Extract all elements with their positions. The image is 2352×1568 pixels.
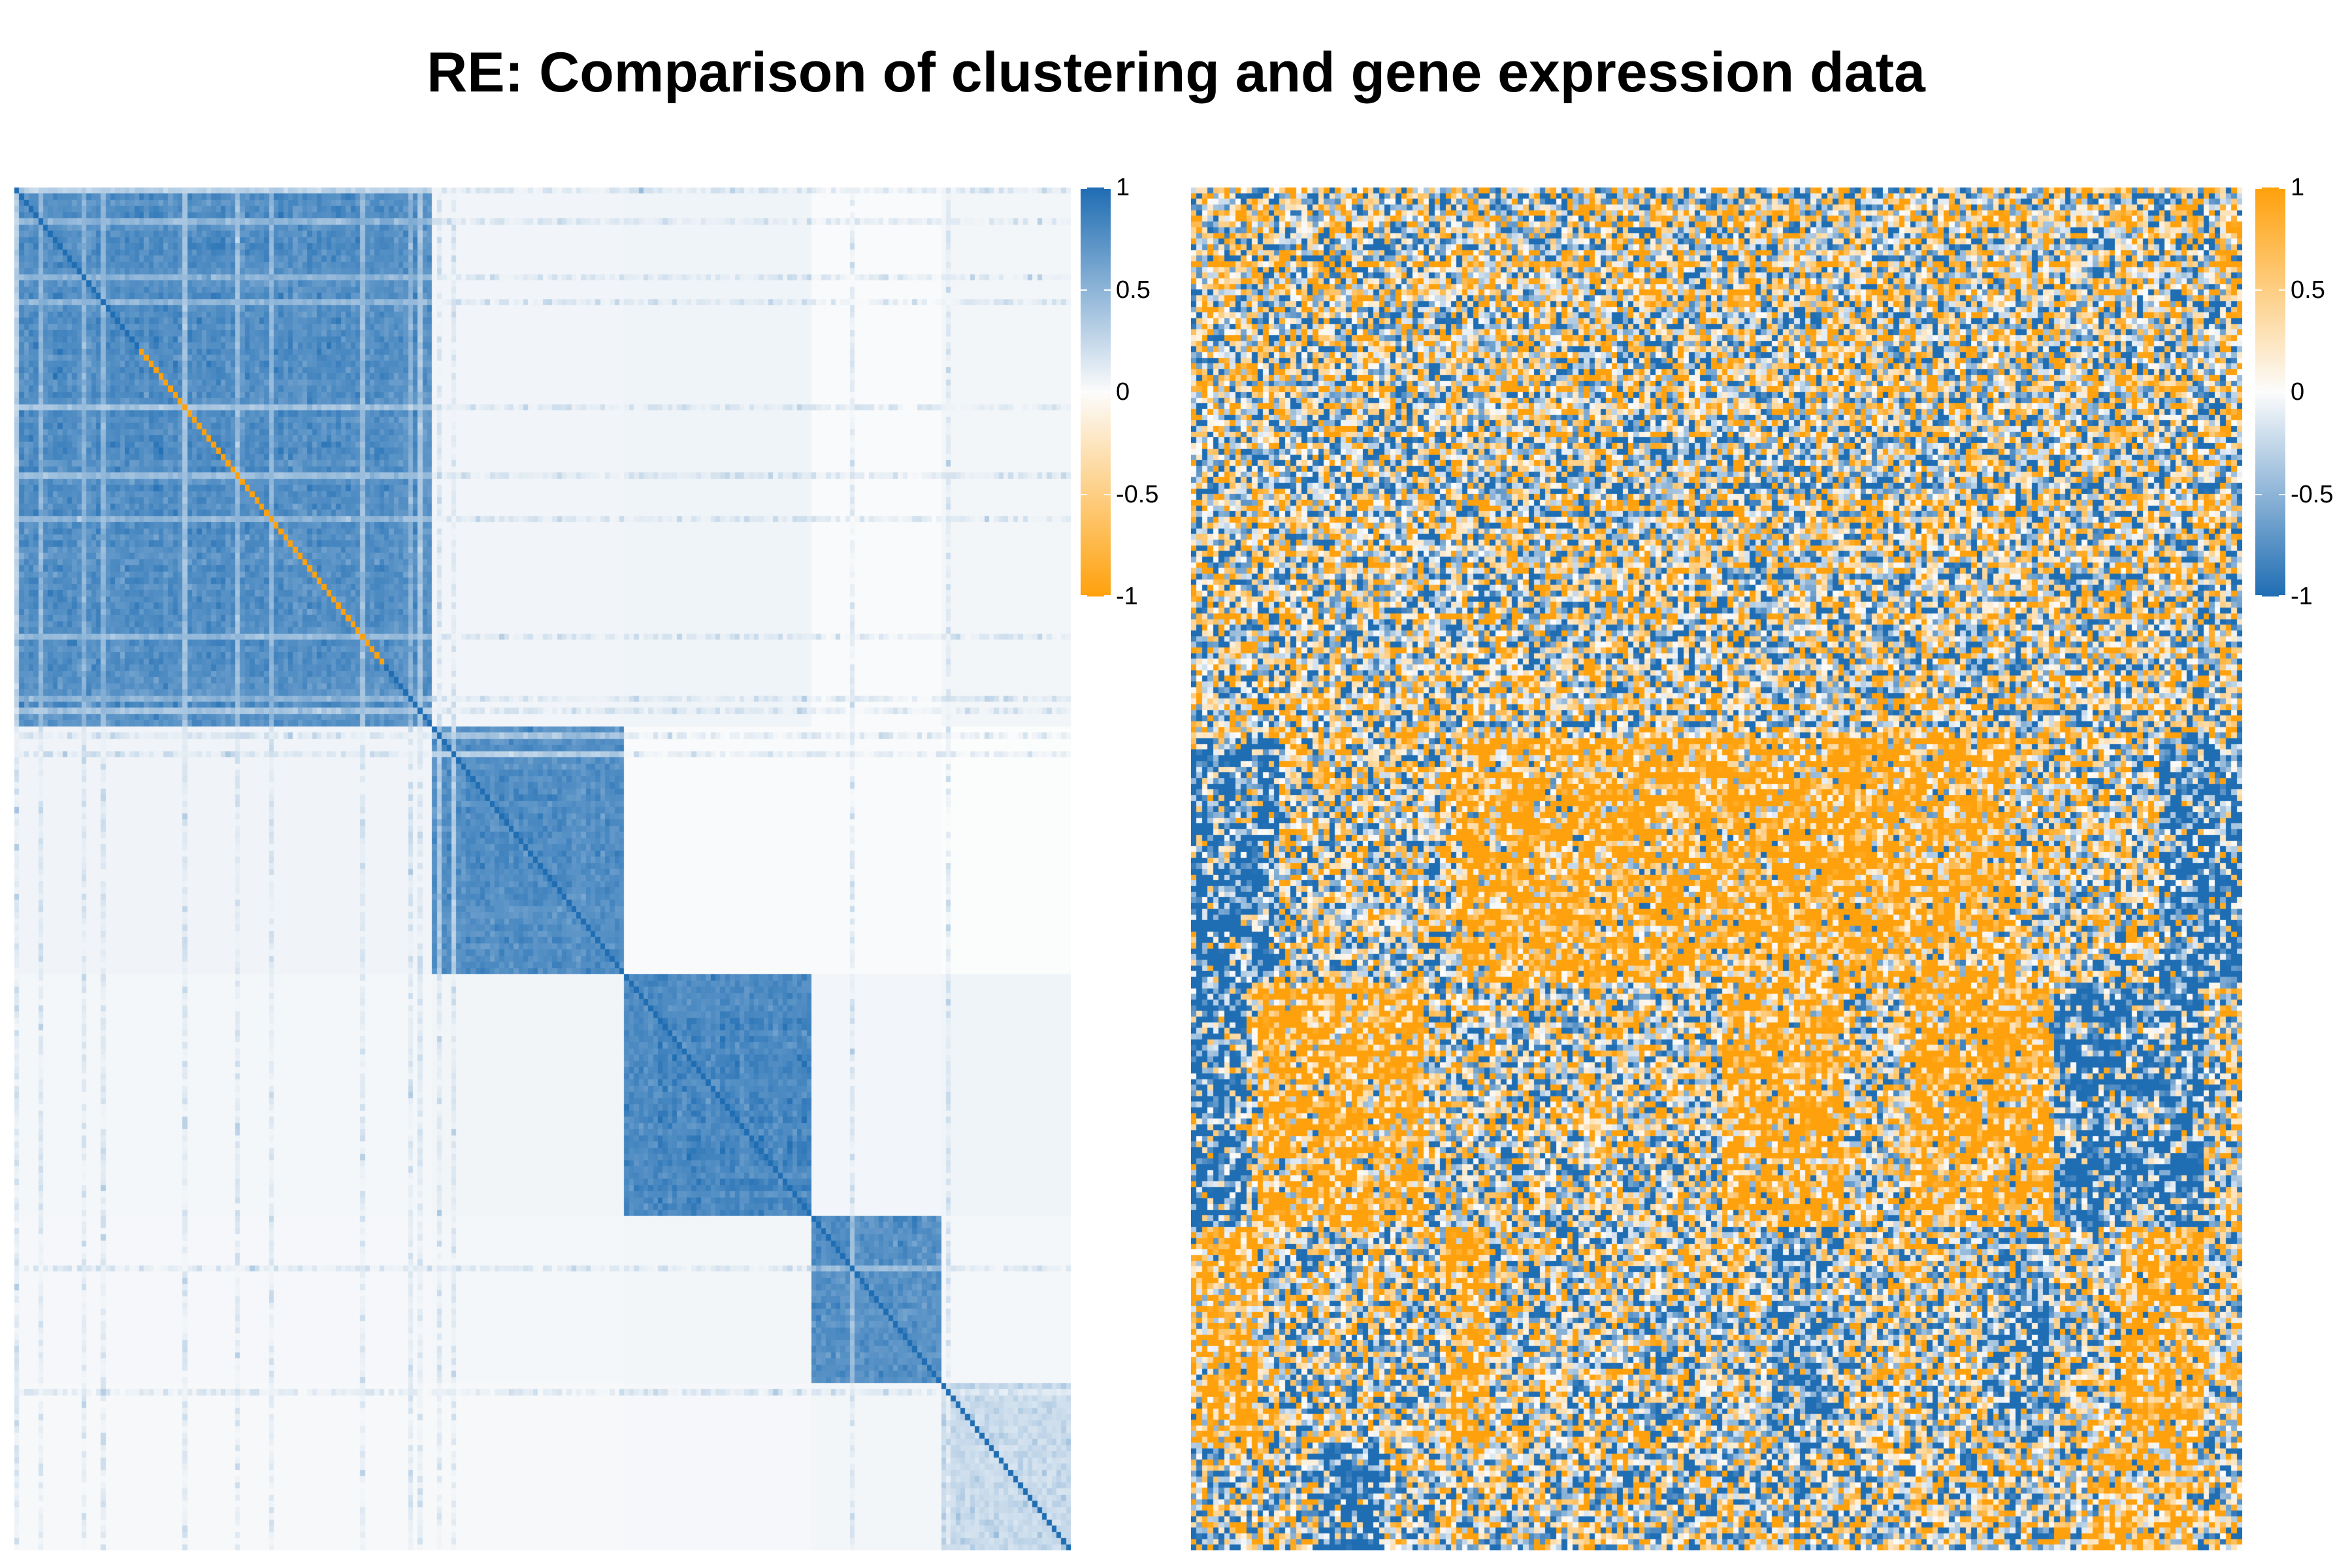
left-colorbar-tick-mark	[1104, 595, 1111, 596]
chart-title: RE: Comparison of clustering and gene ex…	[427, 41, 1925, 104]
right-colorbar-tick-mark	[2279, 289, 2285, 291]
left-colorbar-tick-label: 1	[1116, 174, 1130, 201]
left-colorbar-tick-mark	[1081, 391, 1087, 393]
right-colorbar-tick-label: -0.5	[2291, 480, 2334, 508]
right-colorbar-tick-label: 0	[2291, 378, 2305, 406]
left-colorbar-tick-label: -0.5	[1116, 480, 1159, 508]
left-colorbar-tick-mark	[1104, 188, 1111, 189]
left-colorbar-tick-mark	[1081, 188, 1087, 189]
right-colorbar-tick-mark	[2255, 188, 2262, 189]
right-colorbar-tick-mark	[2255, 595, 2262, 596]
right-colorbar-tick-mark	[2279, 188, 2285, 189]
right-colorbar-tick-mark	[2279, 493, 2285, 495]
left-colorbar-tick-label: 0.5	[1116, 276, 1151, 304]
left-colorbar-tick-mark	[1081, 493, 1087, 495]
correlation-heatmap	[14, 188, 1071, 1550]
left-colorbar-tick-mark	[1104, 289, 1111, 291]
right-colorbar-tick-mark	[2255, 289, 2262, 291]
left-colorbar-tick-mark	[1081, 289, 1087, 291]
right-colorbar-tick-label: -1	[2291, 583, 2313, 610]
right-colorbar-tick-label: 0.5	[2291, 276, 2325, 304]
left-colorbar-tick-mark	[1104, 493, 1111, 495]
right-colorbar-tick-mark	[2279, 391, 2285, 393]
right-colorbar-tick-label: 1	[2291, 174, 2305, 201]
left-colorbar-tick-label: -1	[1116, 583, 1138, 610]
right-colorbar-tick-mark	[2279, 595, 2285, 596]
left-colorbar-tick-label: 0	[1116, 378, 1130, 406]
left-colorbar-tick-mark	[1081, 595, 1087, 596]
left-colorbar-tick-mark	[1104, 391, 1111, 393]
right-colorbar-tick-mark	[2255, 493, 2262, 495]
expression-heatmap	[1191, 188, 2242, 1550]
right-colorbar-tick-mark	[2255, 391, 2262, 393]
